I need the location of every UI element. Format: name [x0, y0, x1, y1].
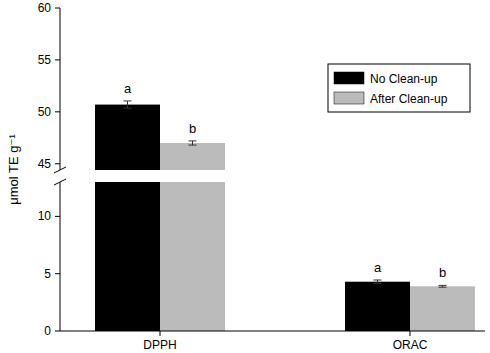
y-tick-label: 55: [38, 53, 52, 67]
legend-box: [328, 64, 470, 112]
legend-swatch: [334, 72, 364, 84]
y-tick: [55, 273, 60, 274]
axis-break: [54, 179, 66, 185]
y-tick: [55, 163, 60, 164]
error-cap: [189, 140, 197, 141]
legend: No Clean-up After Clean-up: [328, 64, 470, 112]
y-axis-lower: [60, 182, 61, 331]
legend-label: After Clean-up: [370, 92, 448, 106]
error-stem: [192, 141, 193, 145]
y-tick: [55, 331, 60, 332]
error-bar: [189, 141, 197, 145]
error-stem: [377, 280, 378, 283]
bar: [95, 182, 160, 331]
significance-letter: b: [439, 265, 446, 280]
y-tick: [55, 8, 60, 9]
error-bar: [439, 285, 447, 287]
y-axis-upper: [60, 8, 61, 170]
x-tick-label: DPPH: [143, 338, 176, 352]
bar: [345, 282, 410, 331]
error-cap: [439, 287, 447, 288]
error-cap: [124, 108, 132, 109]
x-axis: [60, 331, 485, 332]
significance-letter: a: [124, 81, 132, 96]
y-tick-label: 5: [44, 267, 51, 281]
error-cap: [439, 285, 447, 286]
bar: [410, 286, 475, 331]
error-bars: [124, 101, 447, 287]
bars-lower: [95, 182, 475, 331]
x-tick: [160, 331, 161, 336]
x-tick: [410, 331, 411, 336]
significance-letter: b: [189, 121, 196, 136]
legend-label: No Clean-up: [370, 72, 438, 86]
y-tick: [55, 111, 60, 112]
chart: a a b b 0 5 10 45 50 55 60 DPPH ORAC μmol TE g⁻¹ No Cl…: [0, 0, 490, 353]
error-bar: [124, 101, 132, 108]
error-cap: [189, 145, 197, 146]
y-tick-label: 50: [38, 105, 52, 119]
error-cap: [374, 283, 382, 284]
bar: [160, 182, 225, 331]
error-cap: [374, 279, 382, 280]
bar: [95, 105, 160, 170]
legend-swatch: [334, 92, 364, 104]
y-tick-label: 60: [38, 1, 52, 15]
bar: [160, 143, 225, 170]
significance-letter: a: [374, 260, 382, 275]
x-tick-label: ORAC: [393, 338, 428, 352]
y-tick-label: 45: [38, 157, 52, 171]
axis-break: [54, 167, 66, 173]
y-tick-label: 10: [38, 209, 52, 223]
error-bar: [374, 280, 382, 283]
y-tick: [55, 216, 60, 217]
error-stem: [127, 101, 128, 108]
bars-upper: [95, 105, 225, 170]
error-cap: [124, 100, 132, 101]
y-tick: [55, 59, 60, 60]
y-axis-label: μmol TE g⁻¹: [6, 134, 21, 205]
y-tick-label: 0: [44, 324, 51, 338]
